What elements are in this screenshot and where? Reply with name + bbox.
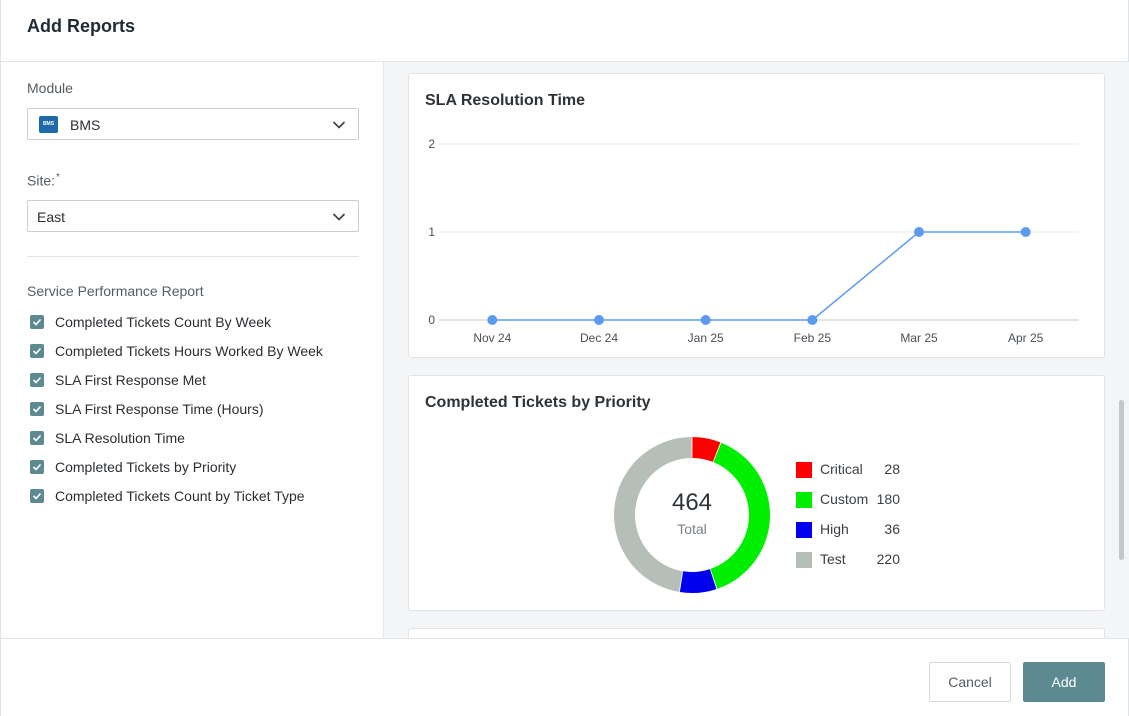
x-tick-label: Jan 25 [688,331,724,345]
x-tick-label: Feb 25 [794,331,832,345]
report-checkbox-item[interactable]: SLA First Response Time (Hours) [30,399,264,419]
dialog-footer: Cancel Add [1,638,1128,716]
legend-value: 220 [876,551,900,567]
report-options-pane: Module BMS BMS Site:* East Service Perfo… [1,62,384,638]
module-select[interactable]: BMS BMS [27,108,359,140]
chart-title: Completed Tickets by Priority [425,394,651,411]
next-report-card [408,628,1105,638]
y-tick-label: 2 [428,137,435,151]
x-tick-label: Nov 24 [473,331,511,345]
module-select-value: BMS [70,117,101,133]
legend-label: Test [820,551,846,567]
add-button[interactable]: Add [1023,662,1105,702]
series-line [492,231,1026,321]
legend-item: High 36 [796,521,900,539]
legend-label: Critical [820,461,863,477]
legend-swatch [796,522,812,538]
legend-value: 28 [884,461,900,477]
report-checkbox-item[interactable]: SLA First Response Met [30,370,206,390]
report-checkbox-label: Completed Tickets Count By Week [55,314,272,330]
report-checkbox-item[interactable]: SLA Resolution Time [30,428,185,448]
data-point [914,227,924,237]
x-tick-label: Dec 24 [580,331,618,345]
donut-slice [710,442,770,589]
legend-label: Custom [820,491,869,507]
checkbox-checked-icon[interactable] [30,460,44,474]
bms-logo-icon: BMS [39,116,58,133]
report-checkbox-label: Completed Tickets by Priority [55,459,237,475]
report-checkbox-item[interactable]: Completed Tickets Count By Week [30,312,271,332]
legend-swatch [796,492,812,508]
report-checkbox-label: Completed Tickets Hours Worked By Week [55,343,323,359]
donut-slice [613,437,692,592]
data-point [1020,227,1031,237]
report-checkbox-item[interactable]: Completed Tickets Count by Ticket Type [30,486,305,506]
data-point [700,315,711,325]
required-mark: * [56,172,60,183]
dialog-title: Add Reports [27,16,135,36]
legend-item: Custom 180 [796,491,900,509]
sla-resolution-time-card: SLA Resolution Time 0 1 2 Nov 24 Dec 24 Jan 2… [408,73,1105,358]
x-tick-label: Mar 25 [900,331,938,345]
checkbox-checked-icon[interactable] [30,489,44,503]
report-checkbox-label: SLA First Response Time (Hours) [55,401,264,417]
data-point [487,315,498,325]
report-checkbox-item[interactable]: Completed Tickets Hours Worked By Week [30,341,323,361]
legend-item: Critical 28 [796,461,900,479]
scrollbar[interactable] [1119,400,1124,560]
checkbox-checked-icon[interactable] [30,373,44,387]
donut-total-value: 464 [672,489,712,516]
report-checkbox-label: Completed Tickets Count by Ticket Type [55,488,305,504]
report-checkbox-item[interactable]: Completed Tickets by Priority [30,457,236,477]
checkbox-checked-icon[interactable] [30,315,44,329]
chart-title: SLA Resolution Time [425,92,586,109]
site-label-text: Site: [27,172,56,189]
checkbox-checked-icon[interactable] [30,344,44,358]
donut-slice [679,569,717,593]
sla-resolution-line-chart: 0 1 2 Nov 24 Dec 24 Jan 25 Feb 25 Mar 25 Apr 25 [428,137,1079,345]
report-preview-pane[interactable]: SLA Resolution Time 0 1 2 Nov 24 Dec 24 Jan 2… [384,62,1129,638]
checkbox-checked-icon[interactable] [30,431,44,445]
cancel-button[interactable]: Cancel [929,662,1011,702]
legend-item: Test 220 [796,551,900,569]
report-checkbox-label: SLA First Response Met [55,372,206,388]
site-select-value: East [37,209,66,225]
y-tick-label: 1 [428,225,435,239]
legend-label: High [820,521,849,537]
y-tick-label: 0 [428,313,435,327]
legend-swatch [796,462,812,478]
report-section-title: Service Performance Report [27,283,204,299]
completed-tickets-priority-card: Completed Tickets by Priority 464 Total C… [408,375,1105,611]
report-checkbox-label: SLA Resolution Time [55,430,185,446]
chevron-down-icon [332,121,346,129]
site-select[interactable]: East [27,200,359,232]
checkbox-checked-icon[interactable] [30,402,44,416]
legend-value: 180 [876,491,900,507]
donut-slice [692,437,721,462]
x-tick-label: Apr 25 [1008,331,1044,345]
legend-value: 36 [884,521,900,537]
priority-donut-chart: 464 Total [613,437,770,593]
dialog-header: Add Reports [1,0,1128,62]
divider [27,256,359,257]
data-point [807,315,818,325]
site-label: Site:* [27,172,60,189]
legend-swatch [796,552,812,568]
donut-total-label: Total [677,521,707,537]
data-point [594,315,604,325]
module-label: Module [27,80,73,96]
chevron-down-icon [332,213,346,221]
